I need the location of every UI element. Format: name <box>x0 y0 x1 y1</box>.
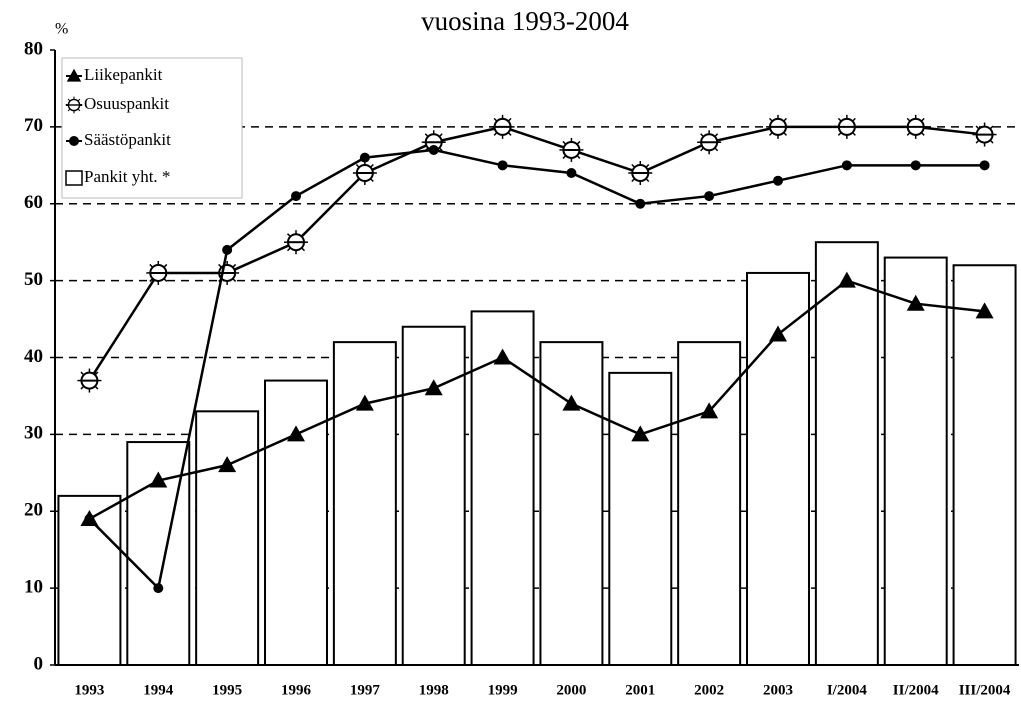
legend-box <box>61 57 243 199</box>
marker <box>628 161 653 185</box>
x-tick-label: III/2004 <box>959 682 1011 698</box>
line <box>88 279 985 521</box>
marker <box>215 260 240 285</box>
marker <box>635 198 646 209</box>
marker <box>773 175 783 186</box>
marker <box>153 583 164 594</box>
legend-swatch <box>65 170 83 186</box>
marker <box>428 144 439 155</box>
y-tick-label: 20 <box>24 500 43 521</box>
marker <box>837 271 856 288</box>
bar <box>883 256 948 666</box>
bar <box>608 371 673 666</box>
marker <box>359 152 370 163</box>
x-tick-label: 2002 <box>694 682 724 698</box>
bar <box>952 264 1017 666</box>
marker <box>704 191 715 202</box>
marker <box>287 425 305 442</box>
bar <box>814 241 879 666</box>
marker <box>562 394 581 411</box>
marker <box>497 160 508 171</box>
marker <box>700 402 719 419</box>
x-tick-label: II/2004 <box>893 682 939 698</box>
y-axis-label: % <box>55 21 68 38</box>
x-tick-label: 1995 <box>212 682 242 698</box>
x-tick-label: 1999 <box>488 682 518 698</box>
marker <box>291 191 301 202</box>
legend-label: Liikepankit <box>84 65 163 84</box>
y-tick-label: 30 <box>24 423 43 444</box>
bar <box>195 410 260 666</box>
x-tick-label: 1998 <box>419 682 449 698</box>
chart-title: vuosina 1993-2004 <box>421 6 629 36</box>
marker <box>69 136 79 146</box>
y-tick-label: 60 <box>24 192 43 213</box>
y-tick-label: 0 <box>34 653 44 674</box>
legend-label: Pankit yht. * <box>84 167 170 186</box>
marker <box>66 68 82 82</box>
legend-label: Säästöpankit <box>84 130 171 149</box>
marker <box>218 456 237 473</box>
marker <box>834 114 859 139</box>
x-tick-label: 2001 <box>625 682 655 698</box>
marker <box>697 130 722 155</box>
marker <box>903 114 928 139</box>
bar <box>264 379 328 666</box>
marker <box>766 114 790 139</box>
marker <box>769 325 787 342</box>
marker <box>559 137 584 162</box>
marker <box>841 160 852 171</box>
marker <box>355 394 374 411</box>
marker <box>424 379 443 396</box>
line <box>88 148 985 591</box>
marker <box>146 260 171 285</box>
y-tick-label: 40 <box>24 346 43 367</box>
bar <box>677 341 742 666</box>
bar <box>332 341 397 666</box>
marker <box>631 425 650 442</box>
marker <box>910 160 921 171</box>
marker <box>77 368 102 393</box>
x-tick-label: 1994 <box>143 682 174 698</box>
marker <box>979 160 990 171</box>
marker <box>972 122 997 147</box>
marker <box>65 96 83 114</box>
marker <box>84 513 95 524</box>
marker <box>352 161 377 185</box>
marker <box>566 168 577 178</box>
x-tick-label: I/2004 <box>827 682 868 698</box>
y-tick-label: 70 <box>24 115 43 136</box>
marker <box>906 294 925 311</box>
x-tick-label: 1997 <box>350 682 381 698</box>
marker <box>222 244 233 255</box>
marker <box>149 471 168 488</box>
y-tick-label: 80 <box>24 38 43 59</box>
x-tick-label: 1996 <box>281 682 312 698</box>
marker <box>493 348 512 365</box>
x-tick-label: 2003 <box>763 682 793 698</box>
y-tick-label: 10 <box>24 576 43 597</box>
y-tick-label: 50 <box>24 269 43 290</box>
marker <box>490 114 515 139</box>
x-tick-label: 1993 <box>74 682 104 698</box>
legend-label: Osuuspankit <box>84 94 169 113</box>
marker <box>975 302 994 319</box>
marker <box>284 230 308 255</box>
x-tick-label: 2000 <box>556 682 586 698</box>
marker <box>421 130 446 155</box>
